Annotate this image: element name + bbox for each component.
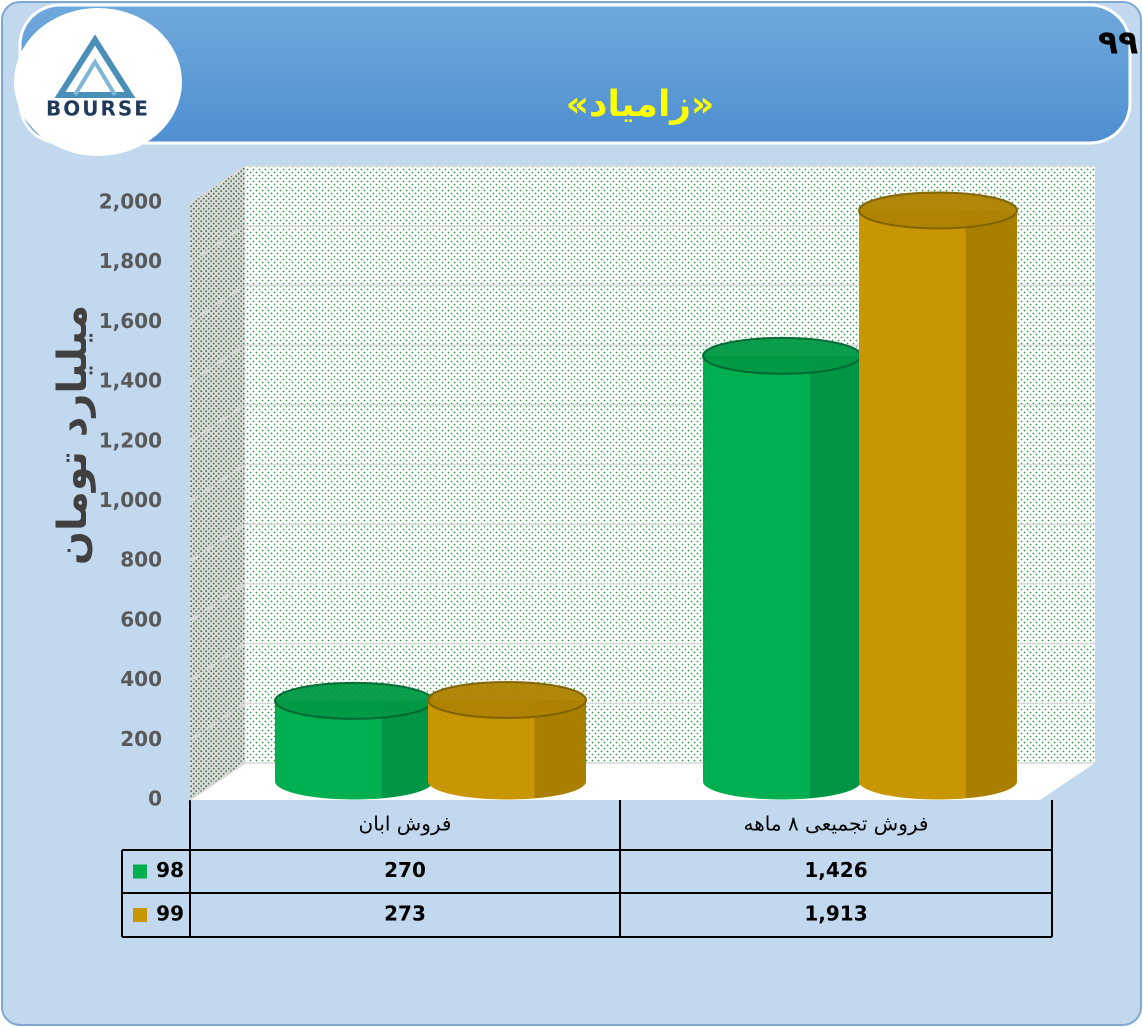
legend-label: 98 [156,858,184,882]
data-table: فروش ابان فروش تجمیعی ۸ ماهه 98 270 1,426 99 2… [121,800,1053,938]
cylinder-top-shade [428,682,586,719]
legend-swatch [133,908,147,922]
cylinder-bar [859,210,1017,800]
y-tick-label: 1,000 [99,488,162,512]
cylinder-top-shade [859,192,1017,229]
grid-line [189,404,246,443]
category-label: فروش تجمیعی ۸ ماهه [744,812,929,836]
cylinder-top [858,191,1018,230]
grid-line [189,344,246,383]
table-value: 270 [384,858,426,882]
cylinder-shade [809,355,861,799]
grid-line [189,225,246,264]
y-tick-label: 2,000 [99,190,162,214]
y-tick-label: 600 [120,607,162,631]
grid-line [189,642,246,682]
y-axis-label: میلیارد تومان [50,305,96,565]
legend-swatch [133,864,147,879]
cylinder-shade [381,700,433,799]
y-tick-label: 0 [148,787,162,811]
cylinder-shade [534,700,586,799]
cylinder-bar [275,700,433,800]
category-label: فروش ابان [359,812,452,836]
y-tick-label: 1,800 [99,249,162,273]
y-tick-label: 1,400 [99,369,162,393]
cylinder-top-shade [703,337,861,374]
cylinder-bar [703,355,861,800]
y-tick-label: 1,600 [99,309,162,333]
grid-line [189,523,246,562]
logo-background [14,8,182,156]
legend-label: 99 [156,902,184,926]
y-tick-label: 400 [120,667,162,691]
grid-line [189,165,246,204]
logo-shape [73,58,117,97]
y-tick-label: 800 [120,548,162,572]
grid-line [189,762,246,801]
chart-title: گزارش فروش ریالی ماهانه و ۸ ماهه منتهی ب… [1098,22,1143,63]
table-value: 1,913 [804,902,867,926]
grid-line [189,702,246,741]
table-value: 1,426 [804,858,867,882]
y-tick-label: 200 [120,727,162,751]
grid-line [189,583,246,622]
chart-subtitle: «زامیاد» [566,84,715,125]
cylinder-top-shade [275,682,433,719]
y-tick-label: 1,200 [99,428,162,452]
logo-shape [54,34,136,98]
cylinder-shade [965,210,1017,799]
grid-line [189,284,246,324]
cylinder-bar [428,700,586,800]
cylinder-top [427,681,587,720]
logo-text: BOURSE [46,97,150,121]
grid-line [189,463,246,503]
table-value: 273 [384,902,426,926]
